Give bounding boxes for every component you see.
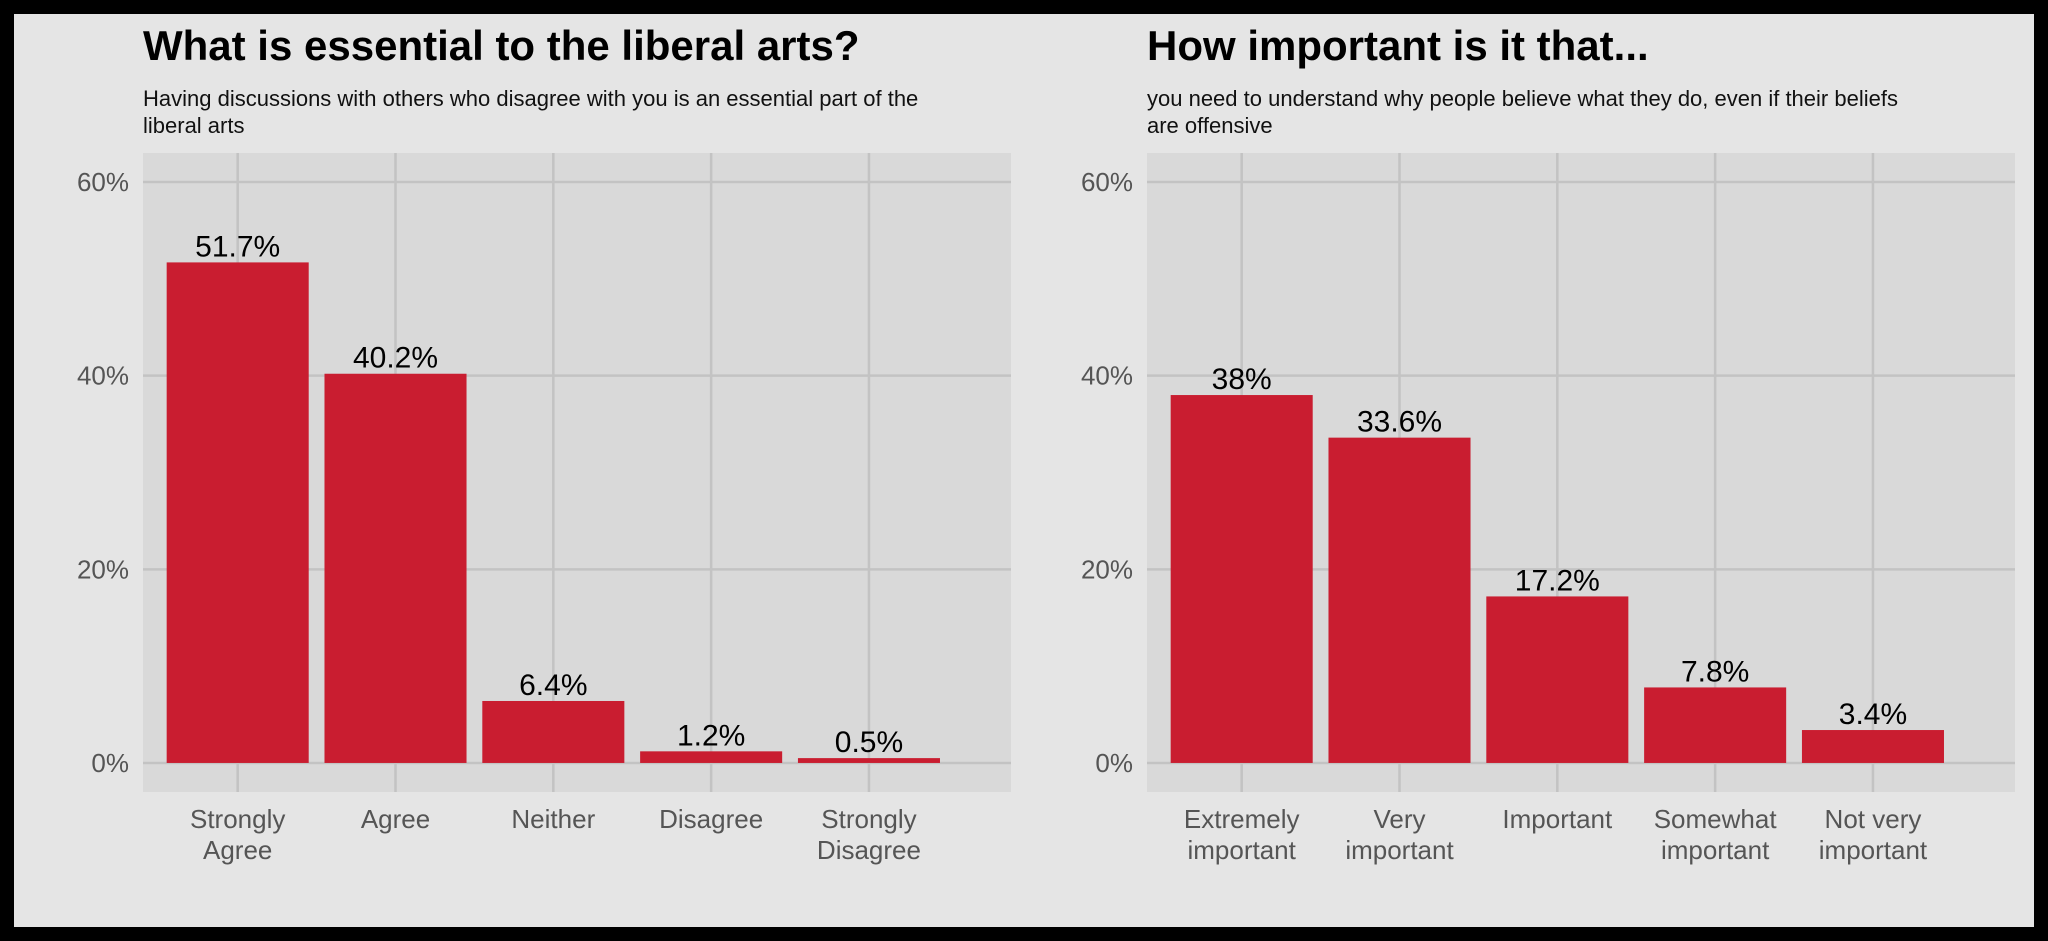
y-tick-label: 20% <box>1081 554 1133 584</box>
x-tick-label-line: Very <box>1373 804 1425 834</box>
bar-value-label: 51.7% <box>195 230 280 263</box>
x-tick-label-line: important <box>1819 835 1928 865</box>
x-tick-label: Disagree <box>659 804 763 834</box>
x-tick-label-line: important <box>1187 835 1296 865</box>
bar <box>1170 395 1313 763</box>
x-tick-label-line: important <box>1345 835 1454 865</box>
x-tick-label-line: Not very <box>1825 804 1922 834</box>
y-tick-label: 20% <box>77 554 129 584</box>
x-tick-label-line: Disagree <box>817 835 921 865</box>
bar-value-label: 1.2% <box>677 719 745 752</box>
bar <box>640 751 783 763</box>
bar-value-label: 40.2% <box>353 342 438 375</box>
bar <box>1801 730 1944 763</box>
bar-value-label: 3.4% <box>1839 698 1907 731</box>
x-tick-label-line: Somewhat <box>1654 804 1778 834</box>
bar-value-label: 7.8% <box>1681 655 1749 688</box>
y-tick-label: 0% <box>91 748 129 778</box>
x-tick-label-line: Disagree <box>659 804 763 834</box>
x-tick-label-line: Strongly <box>821 804 916 834</box>
y-tick-label: 0% <box>1095 748 1133 778</box>
x-tick-label-line: Neither <box>511 804 595 834</box>
x-tick-label: Extremely important <box>1184 804 1300 865</box>
bar-value-label: 33.6% <box>1357 406 1442 439</box>
y-tick-label: 60% <box>77 167 129 197</box>
bar <box>797 758 940 763</box>
bar <box>1486 596 1629 763</box>
right-chart-subtitle: you need to understand why people believ… <box>1147 86 1898 138</box>
x-tick-label-line: Important <box>1502 804 1613 834</box>
x-tick-label: Strongly Agree <box>190 804 285 865</box>
x-tick-label: Not very important <box>1819 804 1928 865</box>
x-tick-label: Strongly Disagree <box>817 804 921 865</box>
bar <box>166 262 309 763</box>
bar-value-label: 17.2% <box>1515 564 1600 597</box>
x-tick-label: Very important <box>1345 804 1454 865</box>
x-tick-label: Somewhat important <box>1654 804 1778 865</box>
y-tick-label: 60% <box>1081 167 1133 197</box>
right-chart-title: How important is it that... <box>1147 22 1649 69</box>
left-chart-subtitle: Having discussions with others who disag… <box>143 86 919 138</box>
x-tick-label-line: important <box>1661 835 1770 865</box>
bar <box>324 373 467 763</box>
x-tick-label-line: Agree <box>361 804 430 834</box>
bar-value-label: 38% <box>1212 363 1272 396</box>
bar <box>482 700 625 763</box>
x-tick-label: Neither <box>511 804 595 834</box>
x-tick-label-line: Strongly <box>190 804 285 834</box>
bar <box>1328 437 1471 763</box>
bar-value-label: 0.5% <box>835 726 903 759</box>
bar-value-label: 6.4% <box>519 669 587 702</box>
left-chart-title: What is essential to the liberal arts? <box>143 22 860 69</box>
x-tick-label-line: Agree <box>203 835 272 865</box>
x-tick-label: Agree <box>361 804 430 834</box>
x-tick-label: Important <box>1502 804 1613 834</box>
bar <box>1644 687 1787 763</box>
x-tick-label-line: Extremely <box>1184 804 1300 834</box>
y-tick-label: 40% <box>1081 361 1133 391</box>
y-tick-label: 40% <box>77 361 129 391</box>
